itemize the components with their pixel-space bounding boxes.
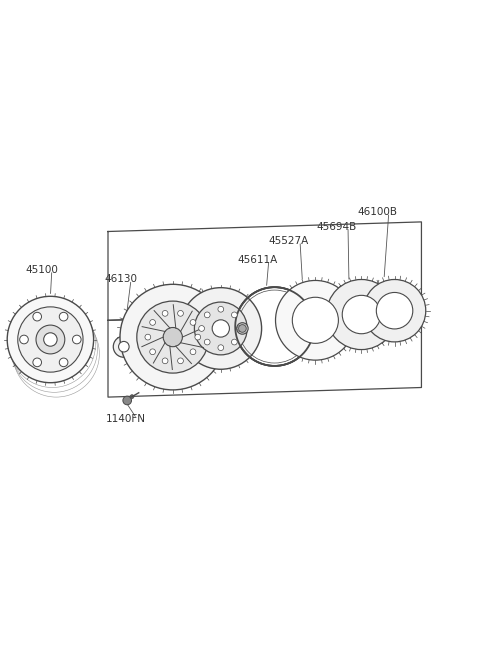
Ellipse shape — [130, 395, 134, 398]
Text: 1140FN: 1140FN — [106, 414, 145, 424]
Ellipse shape — [231, 339, 237, 345]
Ellipse shape — [239, 325, 246, 332]
Ellipse shape — [218, 307, 224, 312]
Ellipse shape — [190, 349, 196, 354]
Text: 46100B: 46100B — [358, 207, 397, 217]
Ellipse shape — [363, 280, 426, 342]
Ellipse shape — [20, 335, 28, 344]
Ellipse shape — [231, 312, 237, 318]
Ellipse shape — [44, 333, 57, 346]
Ellipse shape — [180, 288, 262, 369]
Text: 45100: 45100 — [25, 265, 58, 275]
Ellipse shape — [36, 325, 65, 354]
Ellipse shape — [123, 396, 132, 405]
Ellipse shape — [162, 358, 168, 364]
Ellipse shape — [150, 320, 156, 326]
Ellipse shape — [137, 301, 209, 373]
Ellipse shape — [162, 310, 168, 316]
Ellipse shape — [235, 287, 314, 366]
Ellipse shape — [145, 334, 151, 340]
Ellipse shape — [119, 341, 129, 352]
Ellipse shape — [178, 358, 183, 364]
Text: 46130: 46130 — [105, 274, 138, 284]
Ellipse shape — [342, 295, 381, 334]
Text: 45611A: 45611A — [238, 255, 278, 265]
Ellipse shape — [326, 280, 396, 350]
Ellipse shape — [33, 312, 42, 321]
Text: 45694B: 45694B — [317, 221, 357, 232]
Ellipse shape — [72, 335, 81, 344]
Ellipse shape — [204, 312, 210, 318]
Ellipse shape — [190, 320, 196, 326]
Ellipse shape — [199, 326, 204, 331]
Ellipse shape — [195, 334, 201, 340]
Ellipse shape — [150, 349, 156, 354]
Ellipse shape — [60, 312, 68, 321]
Ellipse shape — [237, 323, 248, 334]
Ellipse shape — [212, 320, 229, 337]
Ellipse shape — [218, 345, 224, 350]
Ellipse shape — [18, 307, 83, 372]
Ellipse shape — [194, 302, 247, 355]
Ellipse shape — [113, 336, 134, 357]
Ellipse shape — [178, 310, 183, 316]
Ellipse shape — [376, 293, 413, 329]
Text: 45527A: 45527A — [269, 236, 309, 246]
Ellipse shape — [204, 339, 210, 345]
Ellipse shape — [60, 358, 68, 367]
Ellipse shape — [292, 297, 338, 343]
Ellipse shape — [163, 328, 182, 346]
Ellipse shape — [7, 296, 94, 383]
Ellipse shape — [120, 284, 226, 390]
Ellipse shape — [276, 280, 355, 360]
Ellipse shape — [33, 358, 41, 367]
Ellipse shape — [237, 326, 243, 331]
